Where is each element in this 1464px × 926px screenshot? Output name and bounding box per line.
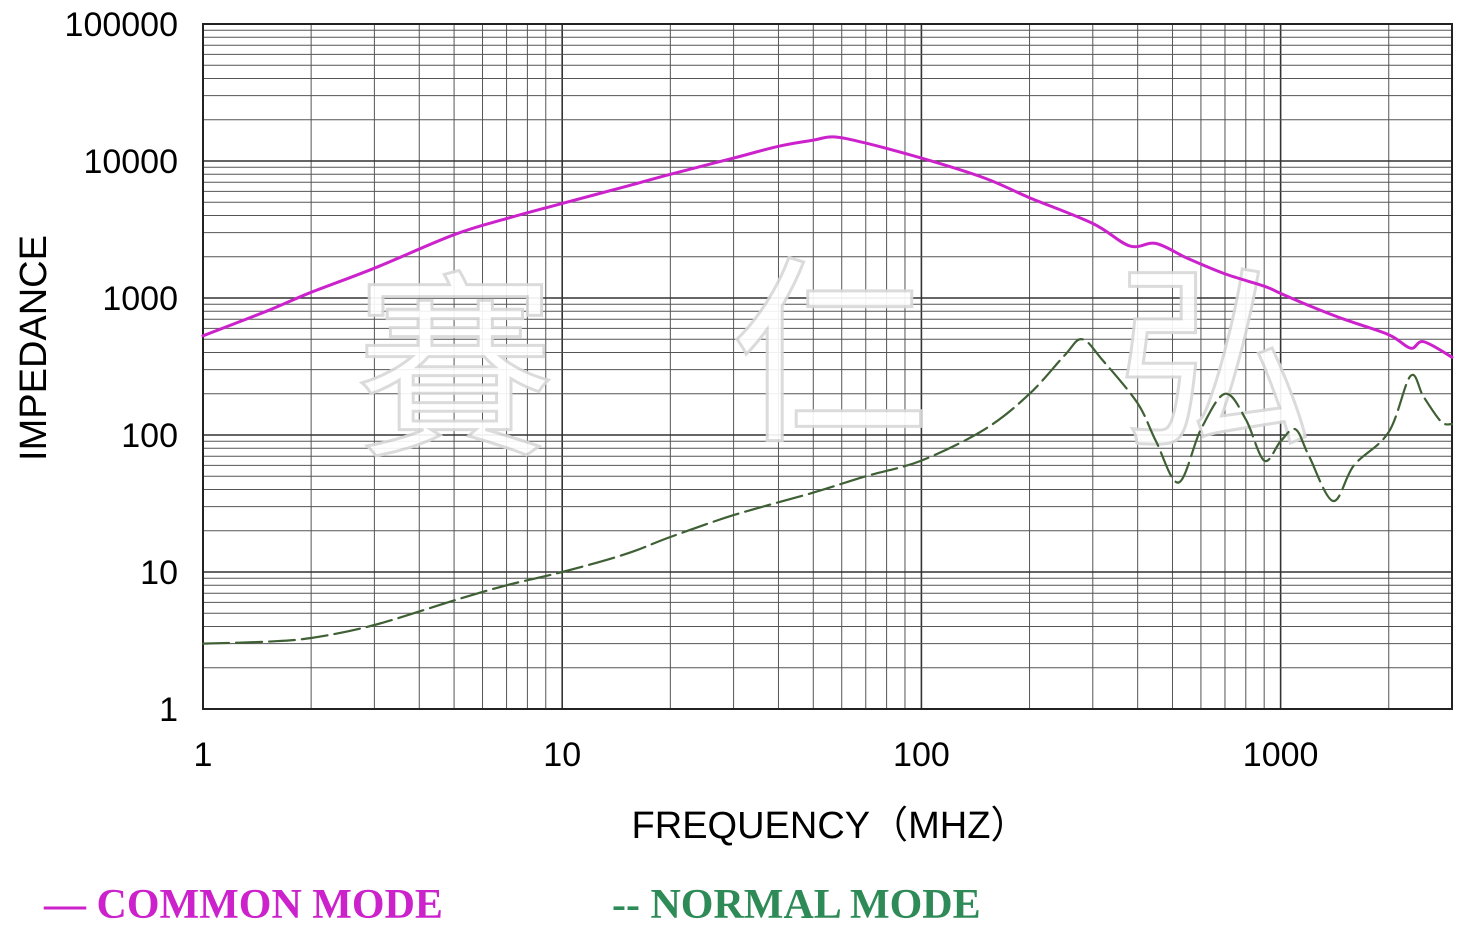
tick-labels: 1 10 100 1000 1 10 100 1000 10000 100000: [65, 6, 1319, 774]
normal-mode-line: [201, 338, 1454, 645]
y-tick-label: 100: [121, 417, 178, 455]
common-mode-line: [201, 135, 1454, 359]
y-tick-label: 1000: [102, 280, 178, 318]
y-tick-label: 100000: [65, 6, 178, 44]
x-tick-label: 10: [543, 736, 581, 774]
y-tick-label: 1: [159, 691, 178, 729]
plot-border: [202, 23, 1453, 710]
x-tick-label: 1000: [1243, 736, 1319, 774]
series-layer: [201, 135, 1454, 645]
y-axis-title: IMPEDANCE: [13, 235, 55, 461]
x-axis-title: FREQUENCY（MHZ）: [632, 805, 1029, 847]
grid: [202, 23, 1453, 710]
x-tick-label: 100: [893, 736, 950, 774]
y-tick-label: 10000: [83, 143, 178, 181]
watermark-char: 仁: [730, 240, 930, 473]
watermark: 賽仁弘: [353, 239, 1316, 490]
watermark-char: 弘: [1115, 245, 1315, 478]
legend-normal-mode: -- NORMAL MODE: [612, 882, 981, 926]
y-tick-label: 10: [140, 554, 178, 592]
legend: — COMMON MODE -- NORMAL MODE: [43, 882, 981, 926]
watermark-char: 賽: [355, 255, 555, 488]
x-tick-label: 1: [194, 736, 213, 774]
legend-common-mode: — COMMON MODE: [43, 882, 443, 926]
